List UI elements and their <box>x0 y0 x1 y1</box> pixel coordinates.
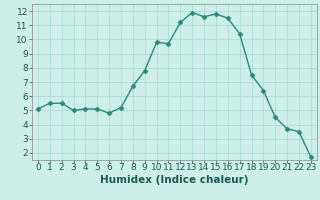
X-axis label: Humidex (Indice chaleur): Humidex (Indice chaleur) <box>100 175 249 185</box>
